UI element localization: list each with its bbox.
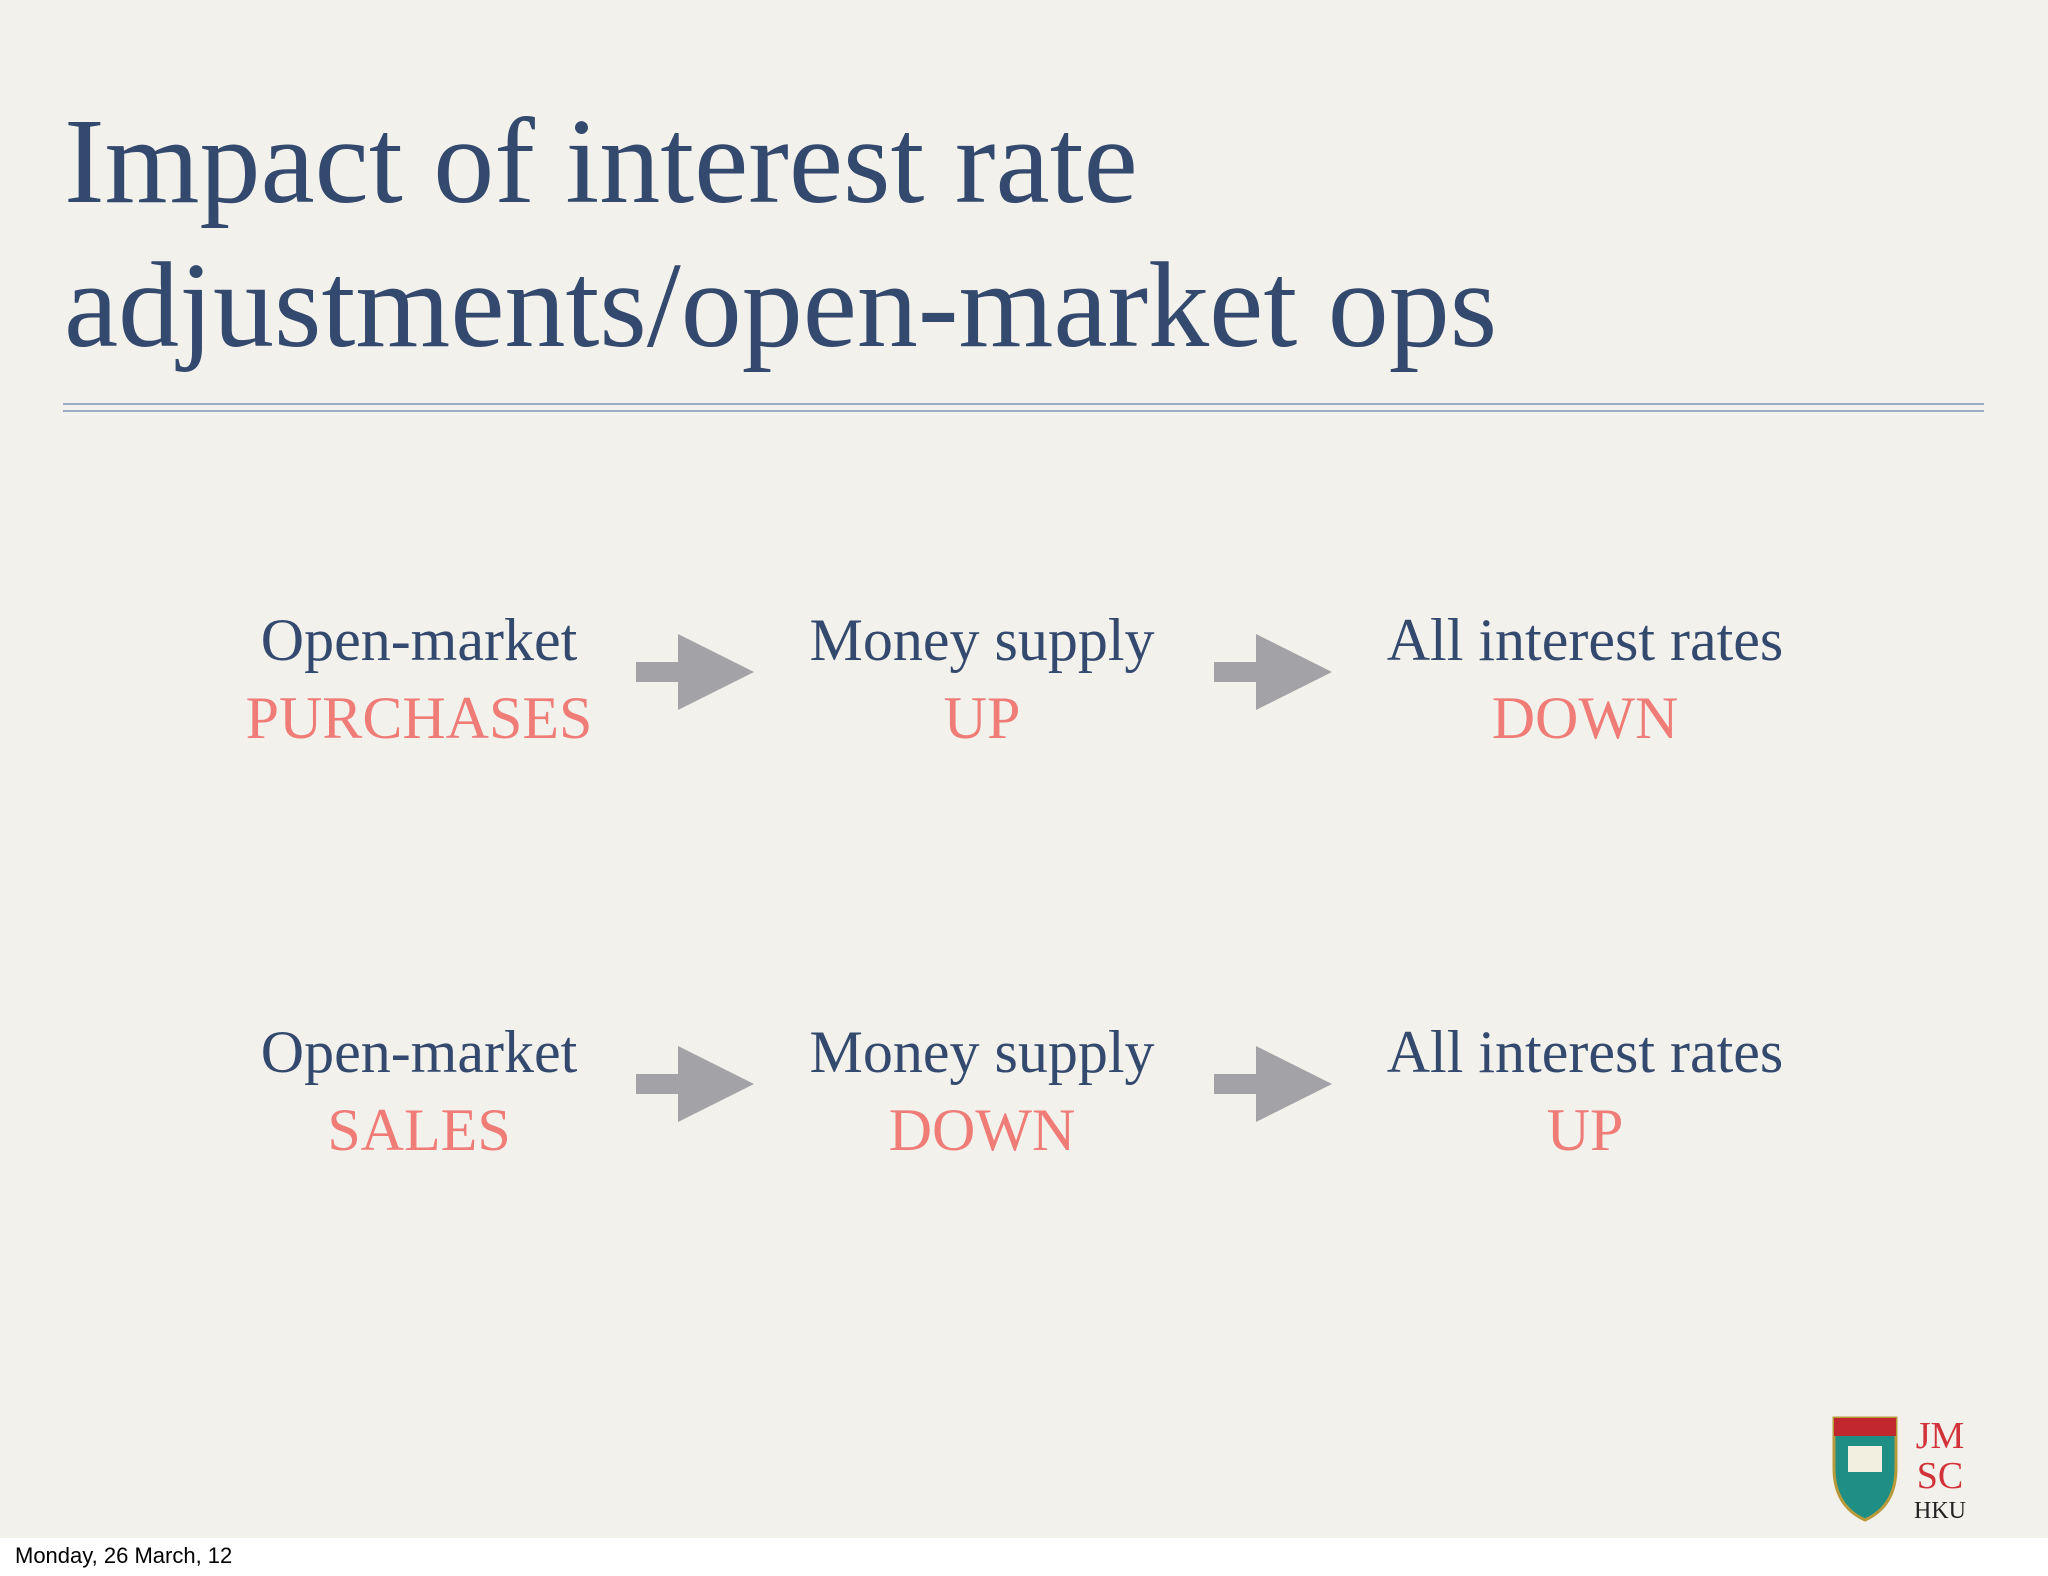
- node-bottom: UP: [1547, 1097, 1624, 1163]
- node-top: Money supply: [810, 1019, 1155, 1085]
- node-bottom: DOWN: [1492, 685, 1679, 751]
- node-top: Open-market: [261, 607, 578, 673]
- node-top: All interest rates: [1387, 1019, 1784, 1085]
- logo-book: [1848, 1446, 1882, 1472]
- logo-text: HKU: [1914, 1498, 1966, 1524]
- footer-strip: [0, 1538, 2048, 1576]
- arrow: [1214, 1046, 1332, 1122]
- node-bottom: PURCHASES: [246, 685, 593, 751]
- node-top: All interest rates: [1387, 607, 1784, 673]
- logo-text: JM: [1916, 1415, 1965, 1457]
- arrow: [1214, 634, 1332, 710]
- logo-chief: [1834, 1418, 1896, 1436]
- flows: Open-market PURCHASES Money supply UP All in…: [246, 607, 1784, 1163]
- slide-background: [0, 0, 2048, 1538]
- title-line: adjustments/open-market ops: [64, 238, 1497, 373]
- arrow: [636, 634, 754, 710]
- node-bottom: UP: [944, 685, 1021, 751]
- title-line: Impact of interest rate: [64, 94, 1138, 229]
- footer-date: Monday, 26 March, 12: [15, 1543, 232, 1568]
- node-top: Money supply: [810, 607, 1155, 673]
- arrow: [636, 1046, 754, 1122]
- node-top: Open-market: [261, 1019, 578, 1085]
- logo: JM SC HKU: [1832, 1415, 1966, 1524]
- node-bottom: DOWN: [889, 1097, 1076, 1163]
- logo-text: SC: [1917, 1455, 1963, 1497]
- node-bottom: SALES: [327, 1097, 510, 1163]
